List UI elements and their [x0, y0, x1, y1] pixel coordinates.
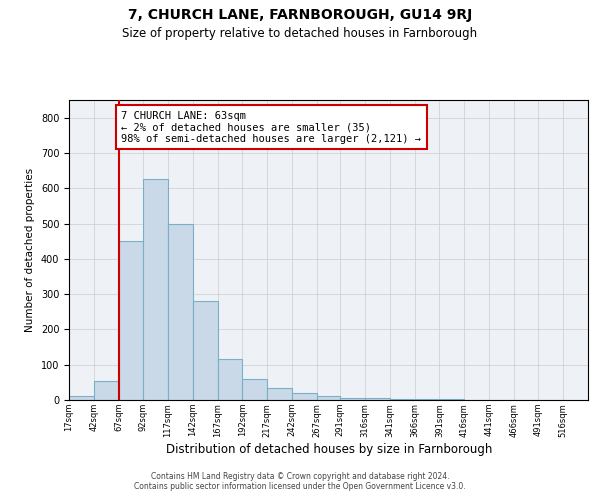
Bar: [193, 301, 218, 400]
Bar: [317, 396, 340, 400]
Text: 7, CHURCH LANE, FARNBOROUGH, GU14 9RJ: 7, CHURCH LANE, FARNBOROUGH, GU14 9RJ: [128, 8, 472, 22]
Text: Contains public sector information licensed under the Open Government Licence v3: Contains public sector information licen…: [134, 482, 466, 491]
Bar: [390, 399, 415, 400]
Text: Distribution of detached houses by size in Farnborough: Distribution of detached houses by size …: [166, 442, 492, 456]
Bar: [119, 241, 143, 400]
Bar: [69, 396, 94, 400]
Bar: [94, 380, 119, 400]
Text: Size of property relative to detached houses in Farnborough: Size of property relative to detached ho…: [122, 28, 478, 40]
Bar: [365, 398, 390, 400]
Bar: [415, 399, 439, 400]
Bar: [242, 379, 267, 400]
Bar: [340, 398, 365, 400]
Bar: [292, 393, 317, 400]
Text: Contains HM Land Registry data © Crown copyright and database right 2024.: Contains HM Land Registry data © Crown c…: [151, 472, 449, 481]
Y-axis label: Number of detached properties: Number of detached properties: [25, 168, 35, 332]
Bar: [168, 224, 193, 400]
Bar: [218, 360, 242, 400]
Bar: [143, 180, 168, 400]
Bar: [267, 388, 292, 400]
Text: 7 CHURCH LANE: 63sqm
← 2% of detached houses are smaller (35)
98% of semi-detach: 7 CHURCH LANE: 63sqm ← 2% of detached ho…: [121, 110, 421, 144]
